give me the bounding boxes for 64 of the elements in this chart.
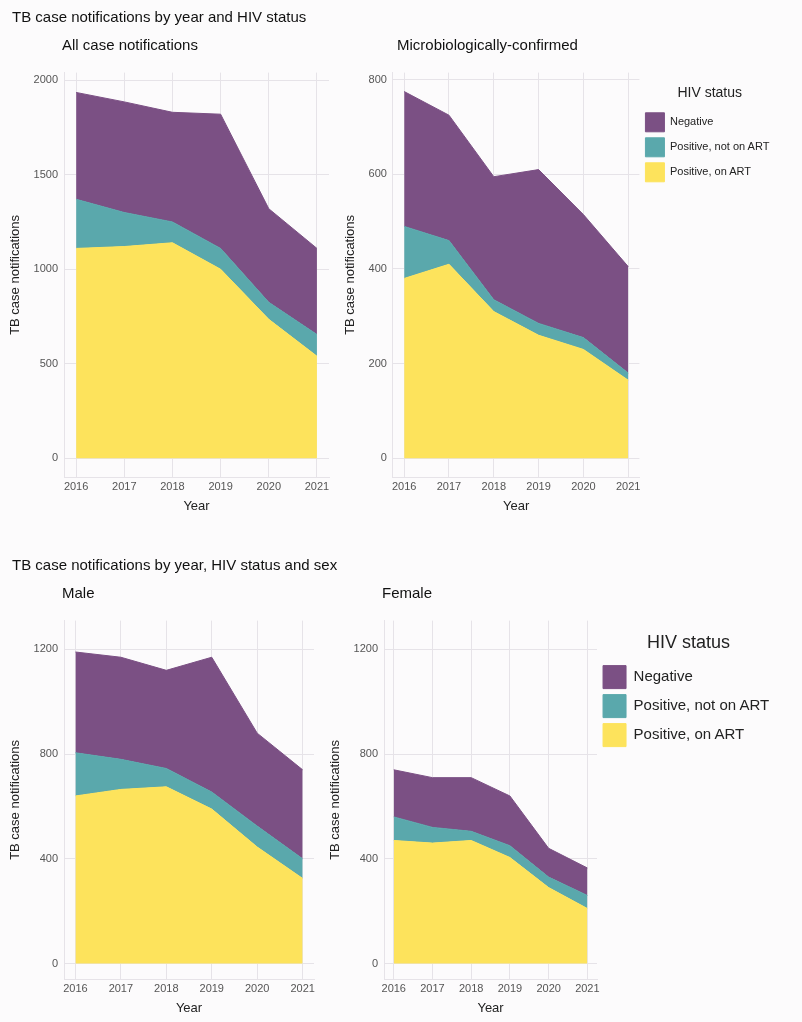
y-tick-label: 600: [368, 167, 387, 180]
x-tick-label: 2021: [290, 981, 315, 994]
y-tick-label: 1500: [33, 167, 59, 180]
x-tick-label: 2016: [391, 479, 417, 492]
y-tick-label: 1200: [33, 642, 59, 655]
chart-subtitle: Female: [382, 584, 433, 601]
x-tick-label: 2019: [199, 981, 224, 994]
x-axis-title: Year: [183, 497, 211, 513]
x-tick-label: 2018: [481, 479, 507, 492]
x-tick-label: 2018: [458, 981, 484, 994]
y-tick-label: 2000: [33, 73, 59, 86]
legend-label: Negative: [633, 667, 693, 685]
x-tick-label: 2020: [536, 981, 561, 994]
x-tick-label: 2017: [420, 981, 445, 994]
x-tick-label: 2019: [526, 479, 551, 492]
x-tick-label: 2019: [208, 479, 233, 492]
chart-title: TB case notifications by year, HIV status and sex: [12, 556, 338, 573]
x-tick-label: 2020: [256, 479, 282, 492]
y-tick-label: 1000: [33, 262, 59, 275]
x-tick-label: 2020: [244, 981, 270, 994]
legend-label: Positive, not on ART: [669, 140, 770, 153]
x-tick-label: 2019: [497, 981, 523, 994]
x-tick-label: 2021: [575, 981, 600, 994]
legend-title: HIV status: [647, 631, 731, 652]
x-tick-label: 2017: [436, 479, 462, 492]
x-tick-label: 2017: [108, 981, 134, 994]
x-axis-title: Year: [503, 497, 530, 513]
chart-subtitle: Microbiologically-confirmed: [397, 36, 578, 53]
legend-label: Positive, not on ART: [633, 696, 770, 714]
y-tick-label: 400: [39, 851, 59, 864]
y-axis-title: TB case notifications: [7, 739, 23, 860]
chart-title: TB case notifications by year and HIV status: [12, 8, 307, 25]
y-tick-label: 0: [51, 451, 59, 464]
x-tick-label: 2021: [615, 479, 641, 492]
y-tick-label: 0: [380, 451, 387, 464]
x-axis-title: Year: [175, 999, 203, 1015]
y-tick-label: 400: [359, 851, 379, 864]
x-axis-title: Year: [477, 999, 505, 1015]
legend-label: Positive, on ART: [633, 725, 745, 743]
x-tick-label: 2017: [112, 479, 137, 492]
x-tick-label: 2018: [160, 479, 185, 492]
legend-title: HIV status: [677, 83, 743, 100]
chart-subtitle: Male: [62, 584, 95, 601]
x-tick-label: 2021: [304, 479, 330, 492]
x-tick-label: 2016: [381, 981, 406, 994]
y-tick-label: 0: [371, 956, 379, 969]
x-tick-label: 2016: [63, 479, 89, 492]
legend-label: Negative: [669, 115, 714, 128]
x-tick-label: 2020: [571, 479, 596, 492]
y-tick-label: 500: [39, 356, 59, 369]
y-tick-label: 800: [39, 747, 59, 760]
y-tick-label: 800: [359, 747, 379, 760]
y-axis-title: TB case notifications: [327, 739, 343, 860]
x-tick-label: 2018: [154, 981, 179, 994]
y-tick-label: 1200: [353, 642, 379, 655]
y-axis-title: TB case notifications: [342, 214, 358, 335]
y-tick-label: 200: [368, 356, 387, 369]
chart-subtitle: All case notifications: [62, 36, 198, 53]
legend-label: Positive, on ART: [669, 165, 752, 178]
x-tick-label: 2016: [63, 981, 88, 994]
y-tick-label: 400: [368, 262, 387, 275]
y-tick-label: 800: [368, 72, 387, 85]
y-axis-title: TB case notifications: [7, 214, 23, 335]
y-tick-label: 0: [51, 956, 59, 969]
